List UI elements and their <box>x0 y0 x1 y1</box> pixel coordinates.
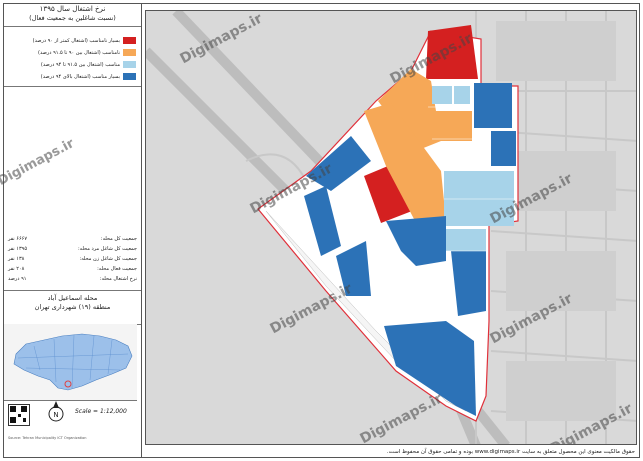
legend-label: مناسب (اشتغال بین ۹۱.۵ تا ۹۴ درصد) <box>40 61 120 68</box>
map-subtitle: (نسبت شاغلین به جمعیت فعال) <box>29 14 116 22</box>
zone-poor <box>364 69 472 221</box>
stat-row: جمعیت کل محله: ۶۶۶۷ نفر <box>8 236 137 246</box>
legend-item-very-poor: بسیار نامناسب (اشتغال کمتر از ۹۰ درصد) <box>10 36 136 45</box>
legend-label: بسیار مناسب (اشتغال بالای ۹۴ درصد) <box>40 73 120 80</box>
place-block: محله اسماعیل آباد منطقه (۱۹) شهرداری تهر… <box>4 294 141 325</box>
legend-swatch <box>123 73 136 80</box>
stat-row: جمعیت کل شاغل زن محله: ۱۳۸ نفر <box>8 256 137 266</box>
tehran-districts-map <box>13 333 133 391</box>
stat-row: جمعیت فعال محله: ۲۰۸ نفر <box>8 266 137 276</box>
neighborhood-name: محله اسماعیل آباد <box>47 294 98 302</box>
title-block: نرخ اشتغال سال ۱۳۹۵ (نسبت شاغلین به جمعی… <box>4 4 141 27</box>
legend-label: نامناسب (اشتغال بین ۹۰ تا ۹۱.۵ درصد) <box>38 49 120 56</box>
location-marker-icon <box>64 380 72 388</box>
stats-block: جمعیت کل محله: ۶۶۶۷ نفر جمعیت کل شاغل مر… <box>4 232 141 291</box>
stat-row: نرخ اشتغال محله: ۹۱ درصد <box>8 276 137 286</box>
zone-very-good <box>304 83 516 416</box>
credit-text: Source: Tehran Municipality ICT Organiza… <box>8 436 87 440</box>
stat-value: ۱۳۸ نفر <box>8 256 25 262</box>
district-name: منطقه (۱۹) شهرداری تهران <box>34 303 111 311</box>
map-title: نرخ اشتغال سال ۱۳۹۵ <box>39 5 106 13</box>
scale-label: Scale = 1:12,000 <box>75 408 127 415</box>
map-canvas <box>146 11 636 444</box>
parcel-lines <box>428 106 514 252</box>
stat-label: جمعیت فعال محله: <box>97 266 137 272</box>
stat-value: ۶۶۶۷ نفر <box>8 236 28 242</box>
stat-label: نرخ اشتغال محله: <box>99 276 137 282</box>
legend-item-good: مناسب (اشتغال بین ۹۱.۵ تا ۹۴ درصد) <box>10 60 136 69</box>
legend-item-very-good: بسیار مناسب (اشتغال بالای ۹۴ درصد) <box>10 72 136 81</box>
legend-swatch <box>123 37 136 44</box>
legend: بسیار نامناسب (اشتغال کمتر از ۹۰ درصد) ن… <box>4 34 141 87</box>
zone-good <box>432 86 514 251</box>
stat-label: جمعیت کل محله: <box>100 236 137 242</box>
legend-item-poor: نامناسب (اشتغال بین ۹۰ تا ۹۱.۵ درصد) <box>10 48 136 57</box>
legend-label: بسیار نامناسب (اشتغال کمتر از ۹۰ درصد) <box>32 37 120 44</box>
stat-value: ۲۰۸ نفر <box>8 266 25 272</box>
copyright-note: حقوق مالکیت معنوی این محصول متعلق به سای… <box>386 449 635 455</box>
map-frame <box>3 3 640 458</box>
inset-locator-map <box>4 324 137 401</box>
stat-value: ۱۳۹۵ نفر <box>8 246 28 252</box>
urban-blocks <box>496 21 616 421</box>
stat-value: ۹۱ درصد <box>8 276 27 282</box>
legend-swatch <box>123 61 136 68</box>
north-arrow-icon: N <box>48 401 64 422</box>
north-label: N <box>53 411 58 419</box>
zone-very-poor <box>364 25 478 223</box>
main-map: Digimaps.ir Digimaps.ir Digimaps.ir Digi… <box>145 10 637 445</box>
stat-label: جمعیت کل شاغل مرد محله: <box>77 246 137 252</box>
stat-row: جمعیت کل شاغل مرد محله: ۱۳۹۵ نفر <box>8 246 137 256</box>
qr-code-icon <box>8 404 30 426</box>
legend-swatch <box>123 49 136 56</box>
stat-label: جمعیت کل شاغل زن محله: <box>79 256 137 262</box>
